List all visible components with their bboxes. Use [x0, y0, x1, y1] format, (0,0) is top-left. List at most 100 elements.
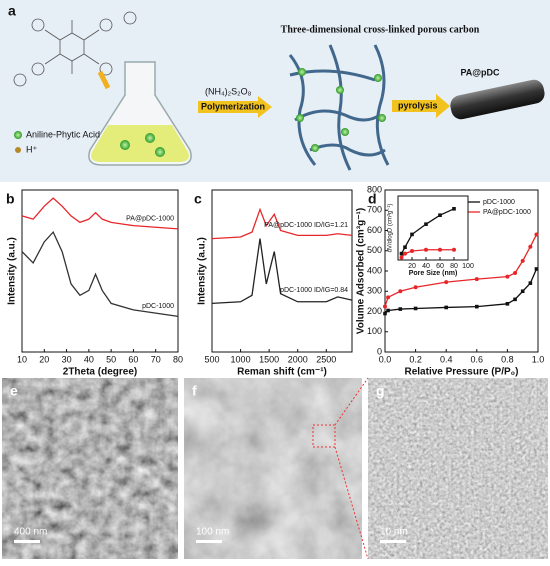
x-tick-label: 2500	[316, 354, 336, 364]
marker	[474, 277, 479, 282]
line	[21, 230, 179, 318]
rod	[450, 79, 545, 120]
marker	[520, 258, 525, 263]
marker	[505, 302, 510, 306]
marker	[424, 222, 428, 226]
network-nodes	[296, 68, 386, 152]
arrow	[198, 96, 272, 118]
x-tick-label: 20	[39, 354, 49, 364]
y-axis-label: Intensity (a.u.)	[7, 237, 18, 305]
marker	[386, 308, 390, 313]
y-tick-label: 500	[367, 245, 382, 255]
marker	[475, 304, 479, 309]
marker	[398, 307, 403, 311]
x-tick-label: 0.6	[471, 354, 484, 364]
step-label: Polymerization	[201, 101, 265, 111]
marker	[513, 297, 517, 302]
scale-bar	[380, 540, 406, 543]
y-axis-label: Volume Adsorbed (cm³g⁻¹)	[356, 208, 367, 334]
x-tick-label: 10	[17, 354, 27, 364]
legend-text: H⁺	[26, 144, 37, 154]
scale-label: 10 nm	[380, 527, 408, 538]
marker	[438, 247, 442, 252]
series-annotation: pDC-1000 ID/IG=0.84	[280, 287, 348, 294]
x-tick-label: 80	[173, 354, 183, 364]
marker	[444, 280, 449, 285]
marker	[528, 244, 533, 249]
x-tick-label: 0.2	[409, 354, 422, 364]
panel-label: c	[194, 191, 202, 207]
marker	[444, 305, 448, 310]
marker	[403, 245, 407, 249]
product-label: PA@pDC	[460, 67, 500, 77]
network-title: Three-dimensional cross-linked porous ca…	[281, 24, 480, 35]
x-tick-label: 70	[151, 354, 161, 364]
x-axis-label: Relative Pressure (P/P₀)	[404, 367, 518, 378]
x-tick-label: 80	[450, 263, 458, 270]
panel-label: a	[8, 3, 16, 19]
marker	[398, 289, 403, 294]
y-tick-label: 800	[367, 184, 382, 194]
sem-image	[2, 378, 178, 559]
panel-label: g	[376, 383, 385, 399]
x-tick-label: 100	[462, 263, 474, 270]
y-tick-label: 700	[367, 205, 382, 215]
marker	[383, 311, 387, 316]
plot-frame	[211, 189, 353, 353]
flask	[88, 61, 192, 166]
panel-label: d	[368, 191, 377, 207]
marker	[452, 247, 456, 252]
x-axis-label: Reman shift (cm⁻¹)	[237, 367, 327, 378]
line	[21, 197, 179, 230]
y-tick-label: 100	[367, 326, 382, 336]
y-tick-label: 400	[367, 265, 382, 275]
x-tick-label: 40	[84, 354, 94, 364]
marker	[438, 213, 442, 217]
marker	[424, 247, 428, 252]
x-tick-label: 50	[106, 354, 116, 364]
x-tick-label: 1.0	[532, 354, 545, 364]
arrow	[392, 94, 450, 118]
marker	[452, 207, 456, 211]
y-axis-label: Intensity (a.u.)	[197, 237, 208, 305]
legend-text: pDC-1000	[483, 199, 515, 206]
panel-label: f	[192, 383, 197, 399]
marker	[383, 304, 387, 309]
x-tick-label: 1000	[231, 354, 251, 364]
x-axis-label: 2Theta (degree)	[63, 367, 137, 378]
panel-label: e	[10, 383, 18, 399]
reagent: (NH₄)₂S₂O₈	[205, 86, 252, 96]
x-tick-label: 40	[422, 263, 430, 270]
marker	[399, 251, 404, 256]
scale-label: 400 nm	[14, 527, 47, 538]
scale-label: 100 nm	[196, 527, 229, 538]
x-tick-label: 500	[204, 354, 219, 364]
zoom-lines	[334, 377, 369, 560]
marker	[410, 249, 414, 254]
tem-image	[184, 378, 362, 559]
x-tick-label: 2000	[288, 354, 308, 364]
marker	[528, 281, 533, 285]
plot-frame	[21, 189, 179, 353]
x-tick-label: 0.8	[501, 354, 514, 364]
x-tick-label: 0.4	[440, 354, 453, 364]
x-tick-label: 60	[436, 263, 444, 270]
legend-text: Aniline-Phytic Acid	[26, 129, 100, 139]
panel-label: b	[6, 191, 15, 207]
marker	[513, 271, 518, 276]
marker	[520, 289, 525, 294]
series-annotation: PA@pDC-1000 ID/IG=1.21	[264, 222, 348, 229]
zoom-box	[312, 424, 336, 448]
marker	[403, 251, 407, 256]
y-tick-label: 200	[367, 306, 382, 316]
step-label: pyrolysis	[398, 100, 438, 110]
series-annotation: PA@pDC-1000	[126, 216, 174, 223]
x-tick-label: 20	[408, 263, 416, 270]
x-tick-label: 60	[128, 354, 138, 364]
marker	[399, 255, 404, 260]
marker	[534, 232, 539, 237]
line	[211, 207, 353, 240]
y-axis-label: dV/dlogD (cm³g⁻¹)	[388, 204, 394, 253]
series-annotation: pDC-1000	[142, 303, 174, 310]
